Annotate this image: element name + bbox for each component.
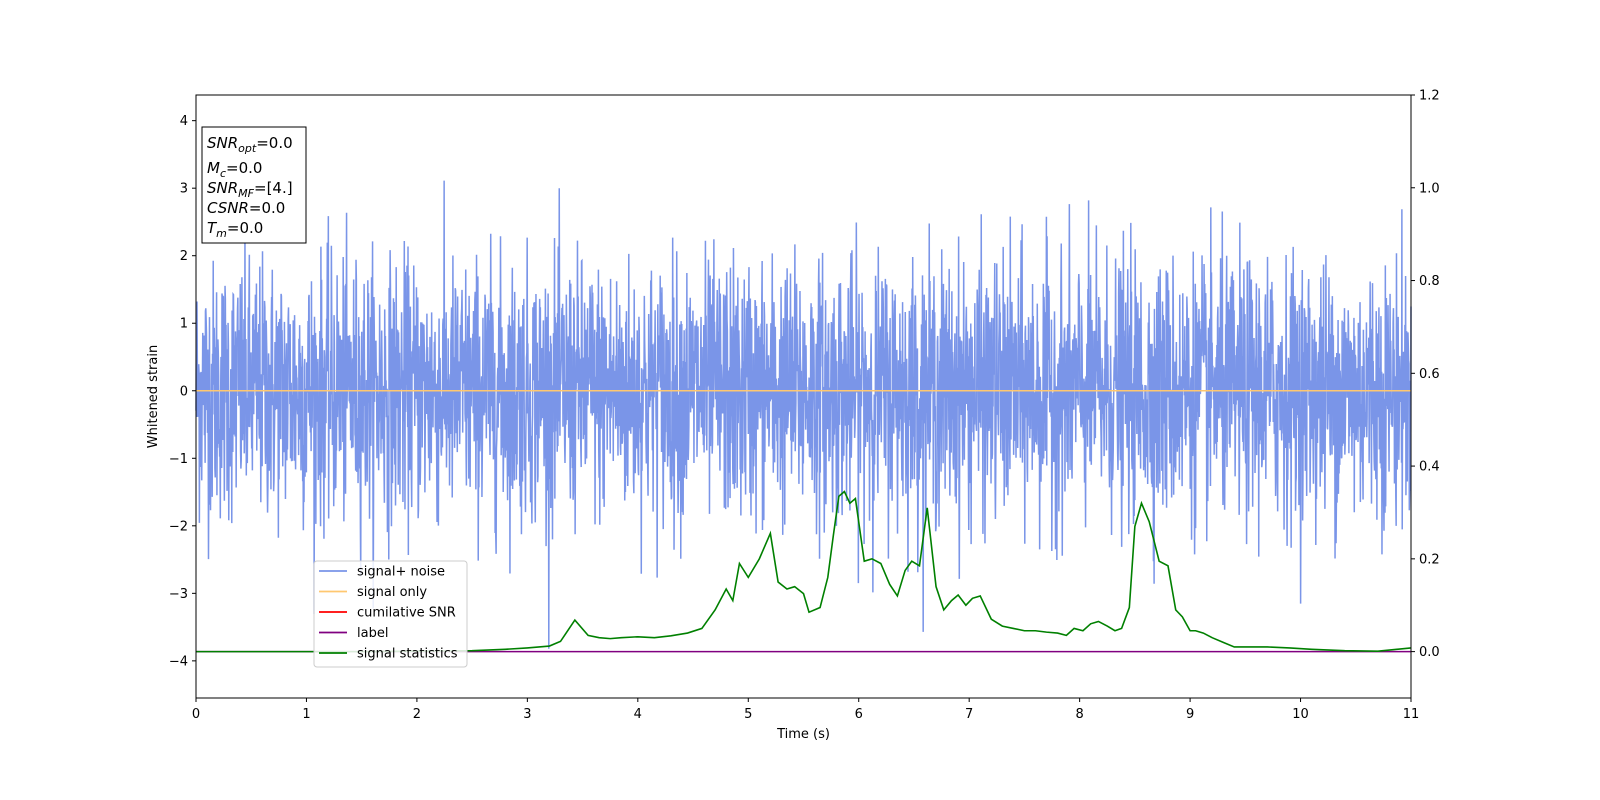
legend-entry: label [357,626,388,641]
legend-entry: signal only [357,585,427,600]
left-tick-label: 2 [180,249,188,264]
legend-frame [313,560,468,668]
info-line: SNRMF=[4.] [207,179,293,200]
info-subscript: MF [238,187,254,200]
x-tick-label: 3 [523,707,531,722]
info-value: =0.0 [226,159,262,177]
legend-entry: cumilative SNR [357,606,456,621]
info-value: =[4.] [254,179,293,197]
x-axis-ticks: 0 1 2 3 4 5 6 7 8 9 10 11 [192,698,1419,722]
right-tick-label: 1.2 [1419,89,1440,104]
left-axis-ticks: 4 3 2 1 0 −1 −2 −3 −4 [169,114,196,669]
info-value: =0.0 [227,219,263,237]
legend-entry: signal+ noise [357,565,445,580]
plot-frame [195,94,1412,699]
x-tick-label: 1 [302,707,310,722]
info-subscript: m [216,227,227,240]
right-tick-label: 0.4 [1419,460,1440,475]
left-tick-label: −4 [169,654,188,669]
x-tick-label: 5 [744,707,752,722]
left-tick-label: 4 [180,114,188,129]
left-tick-label: 3 [180,182,188,197]
info-value: =0.0 [249,199,285,217]
y-axis-label: Whitened strain [146,345,161,448]
right-tick-label: 0.0 [1419,645,1440,660]
x-tick-label: 11 [1403,707,1420,722]
x-tick-label: 8 [1075,707,1083,722]
info-line: Tm=0.0 [207,219,263,240]
right-tick-label: 0.6 [1419,367,1440,382]
x-tick-label: 4 [634,707,642,722]
left-tick-label: 0 [180,384,188,399]
info-symbol: SNR [207,179,238,197]
info-symbol: SNR [207,134,238,152]
info-subscript: c [220,167,226,180]
info-symbol: CSNR [207,199,249,217]
right-axis-ticks: 1.2 1.0 0.8 0.6 0.4 0.2 0.0 [1411,89,1440,660]
left-tick-label: −3 [169,587,188,602]
right-tick-label: 1.0 [1419,181,1440,196]
x-tick-label: 7 [965,707,973,722]
x-tick-label: 9 [1186,707,1194,722]
info-symbol: T [207,219,218,237]
info-line: CSNR=0.0 [207,199,285,217]
x-tick-label: 10 [1292,707,1309,722]
info-line: SNRopt=0.0 [207,134,293,155]
info-symbol: M [207,159,220,177]
legend-entry: signal statistics [357,647,458,662]
series-signal-noise-line [195,180,1412,649]
left-tick-label: 1 [180,317,188,332]
info-line: Mc=0.0 [207,159,262,180]
left-tick-label: −2 [169,519,188,534]
noise-trace-layer [195,180,1412,649]
info-value: =0.0 [256,134,292,152]
x-tick-label: 6 [855,707,863,722]
info-subscript: opt [238,142,257,155]
info-box-frame [201,126,307,244]
right-tick-label: 0.2 [1419,552,1440,567]
x-axis-label: Time (s) [776,727,830,742]
legend: signal+ noise signal only cumilative SNR la… [313,560,468,668]
left-tick-label: −1 [169,452,188,467]
right-tick-label: 0.8 [1419,274,1440,289]
series-line-4 [196,490,1412,653]
x-tick-label: 2 [413,707,421,722]
x-tick-label: 0 [192,707,200,722]
